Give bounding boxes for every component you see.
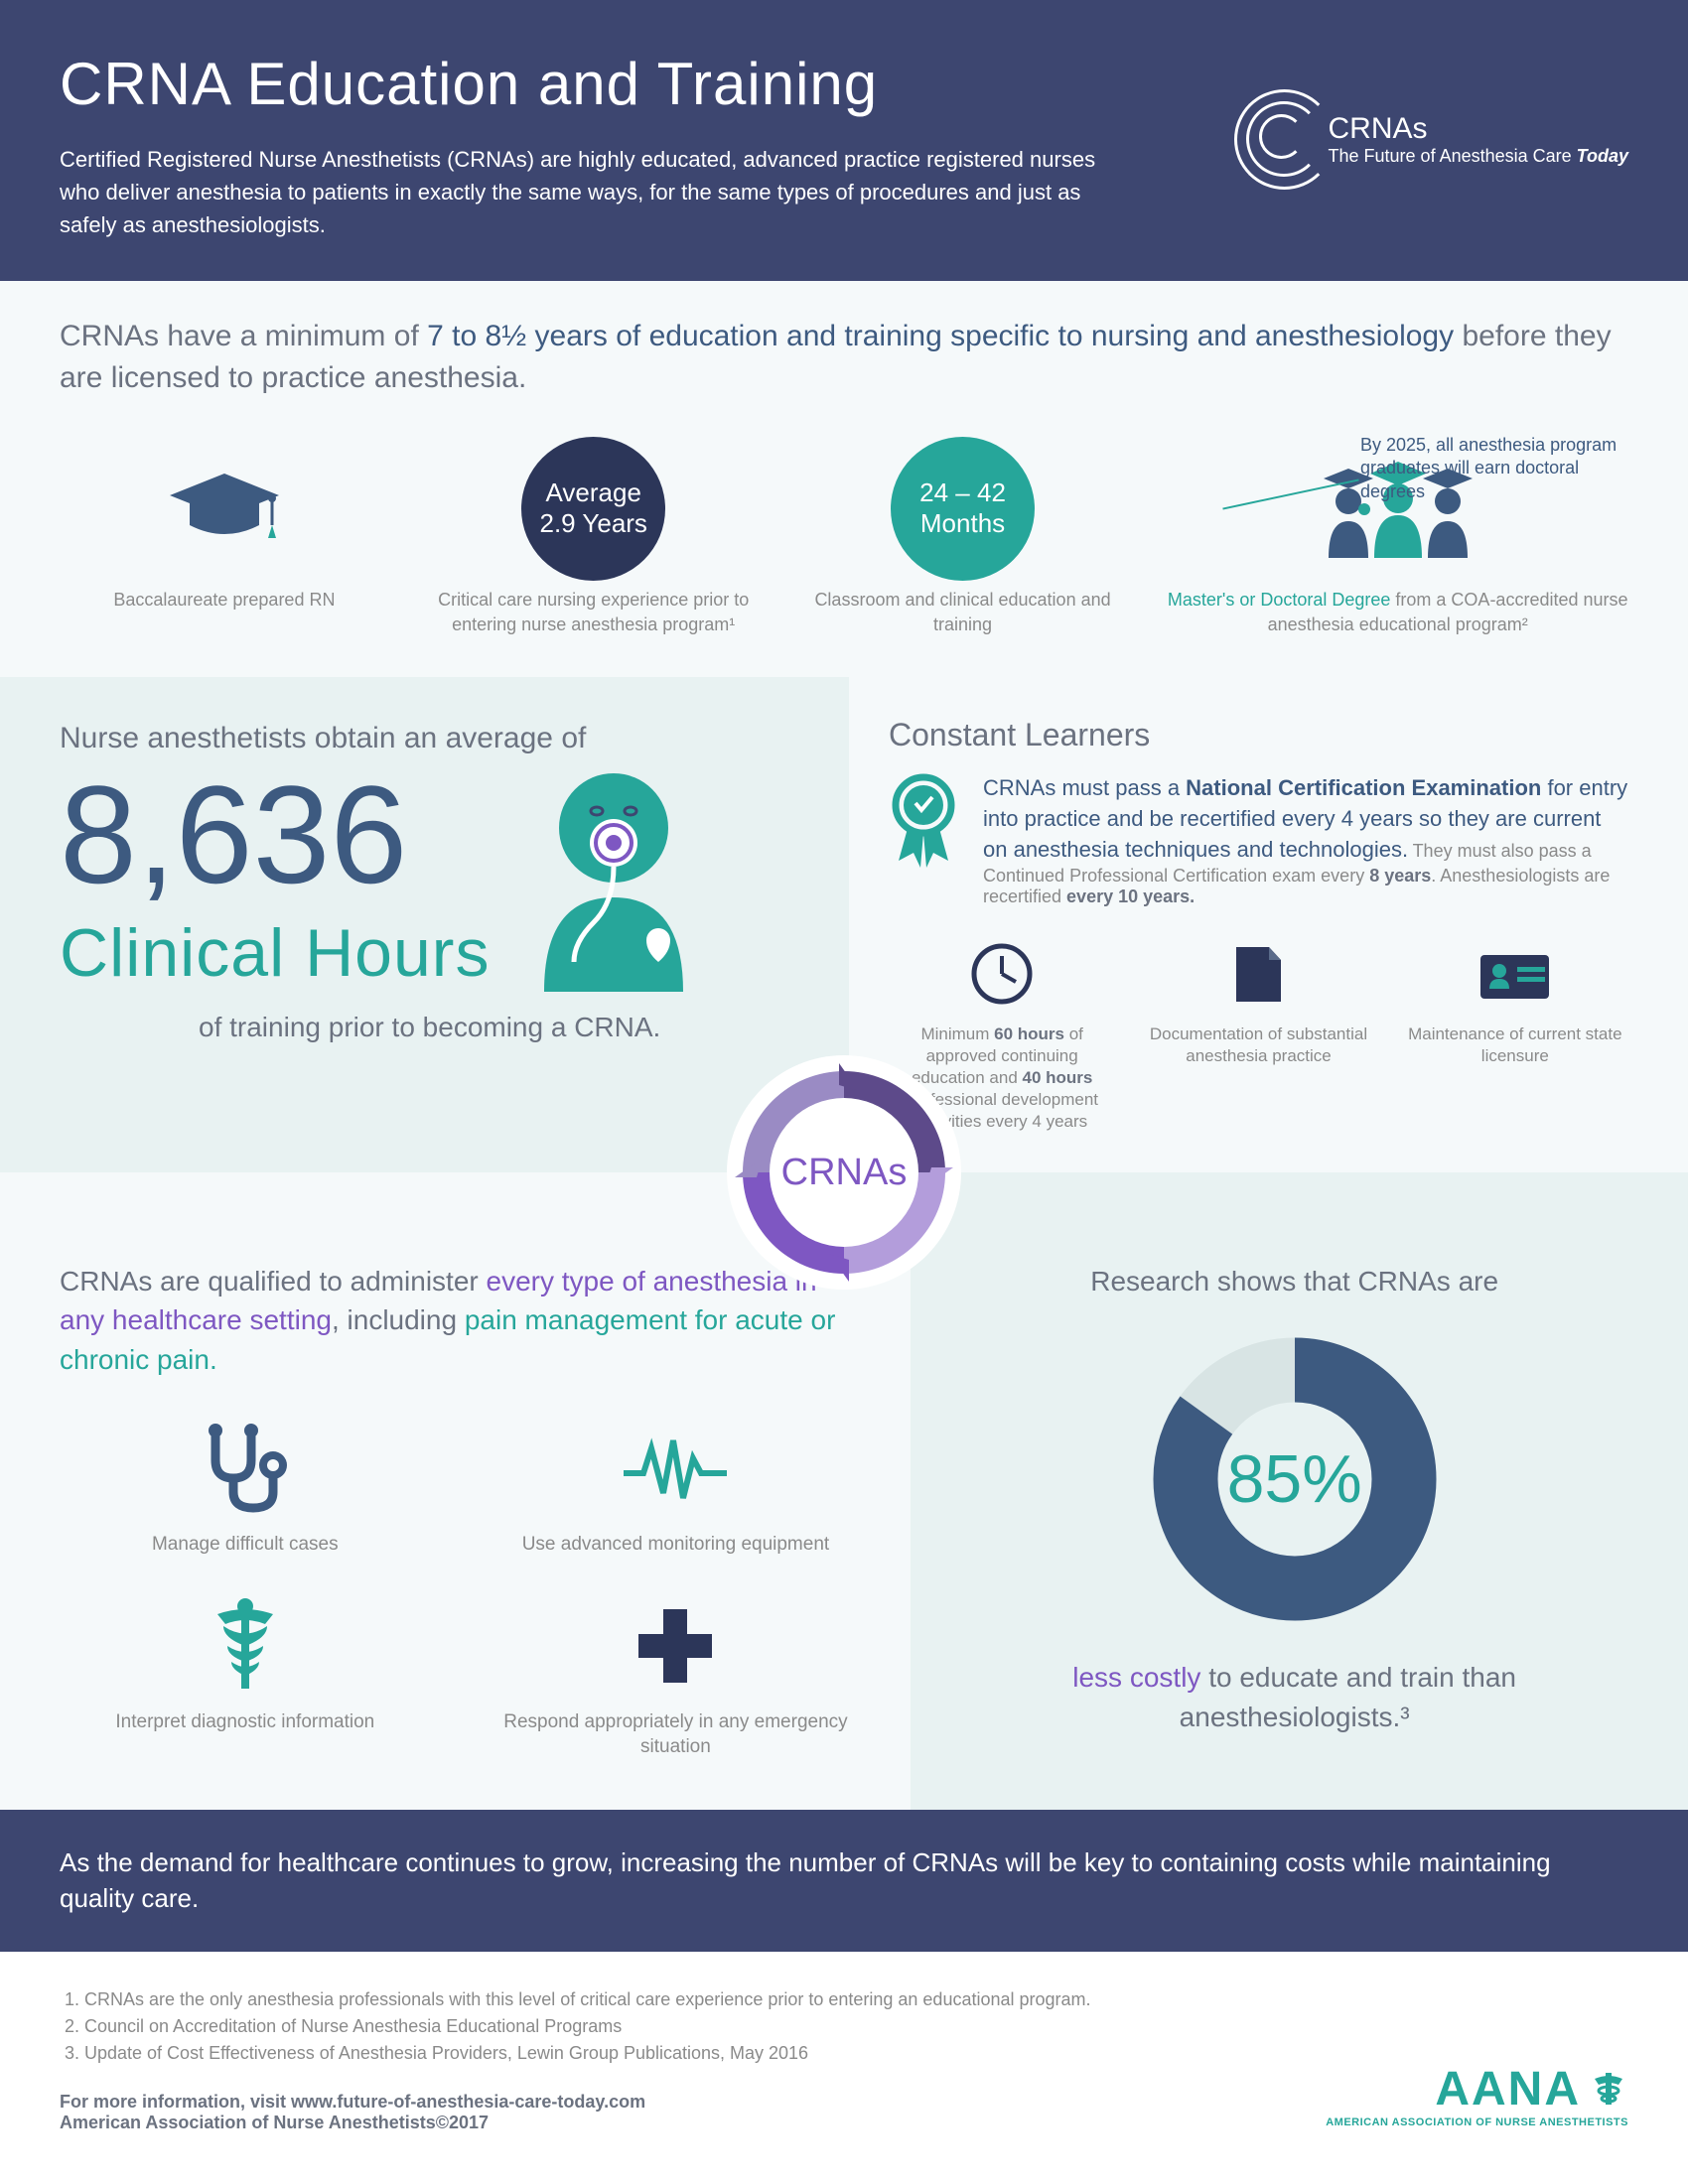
req-item-license: Maintenance of current state licensure [1402, 937, 1628, 1133]
footnote-2: Council on Accreditation of Nurse Anesth… [84, 2013, 1628, 2040]
clock-icon [889, 937, 1115, 1012]
header: CRNA Education and Training Certified Re… [0, 0, 1688, 281]
donut-percent: 85% [1227, 1440, 1362, 1518]
intro-text: CRNAs have a minimum of 7 to 8½ years of… [60, 316, 1628, 399]
id-card-icon [1402, 937, 1628, 1012]
stethoscope-icon [60, 1419, 431, 1518]
research-intro: Research shows that CRNAs are [960, 1262, 1628, 1300]
clinical-outro: of training prior to becoming a CRNA. [60, 1012, 799, 1043]
skill-label: Respond appropriately in any emergency s… [491, 1710, 862, 1759]
skill-label: Use advanced monitoring equipment [491, 1533, 862, 1558]
caduceus-icon [60, 1596, 431, 1696]
ribbon-icon [889, 773, 958, 906]
callout-2025: By 2025, all anesthesia program graduate… [1360, 434, 1618, 503]
skill-item-emergency: Respond appropriately in any emergency s… [491, 1596, 862, 1759]
aana-logo: AANA AMERICAN ASSOCIATION OF NURSE ANEST… [1326, 2062, 1628, 2128]
footnote-1: CRNAs are the only anesthesia profession… [84, 1986, 1628, 2013]
heartbeat-icon [491, 1419, 862, 1518]
learners-panel: Constant Learners CRNAs must pass a Nati… [849, 677, 1688, 1172]
pathway-label: Critical care nursing experience prior t… [429, 588, 759, 637]
research-outro: less costly to educate and train than an… [960, 1658, 1628, 1735]
clinical-intro: Nurse anesthetists obtain an average of [60, 722, 799, 755]
pathway-label: Classroom and clinical education and tra… [798, 588, 1128, 637]
grad-cap-icon [60, 444, 389, 573]
req-label: Maintenance of current state licensure [1402, 1024, 1628, 1067]
ring-label: CRNAs [770, 1098, 918, 1247]
pathway-label: Master's or Doctoral Degree from a COA-a… [1167, 588, 1628, 637]
footnotes: CRNAs are the only anesthesia profession… [0, 1952, 1688, 2168]
pathway-item-classroom: 24 – 42 Months Classroom and clinical ed… [798, 444, 1128, 637]
logo-main: CRNAs [1329, 112, 1628, 146]
pathway-label: Baccalaureate prepared RN [60, 588, 389, 613]
logo-sub: The Future of Anesthesia Care Today [1329, 146, 1628, 167]
footer-bar: As the demand for healthcare continues t… [0, 1810, 1688, 1952]
skill-item-diagnostic: Interpret diagnostic information [60, 1596, 431, 1759]
clinical-number: 8,636 [60, 765, 490, 904]
aana-caduceus-icon [1589, 2069, 1628, 2109]
req-item-doc: Documentation of substantial anesthesia … [1145, 937, 1371, 1133]
circle-stat-navy: Average2.9 Years [429, 444, 759, 573]
patient-icon [519, 763, 708, 992]
clinical-label: Clinical Hours [60, 914, 490, 992]
circle-stat-teal: 24 – 42 Months [798, 444, 1128, 573]
pathway-item-baccalaureate: Baccalaureate prepared RN [60, 444, 389, 613]
skill-item-monitoring: Use advanced monitoring equipment [491, 1419, 862, 1558]
research-panel: Research shows that CRNAs are 85% less c… [911, 1172, 1688, 1810]
plus-icon [491, 1596, 862, 1696]
pathway-item-experience: Average2.9 Years Critical care nursing e… [429, 444, 759, 637]
skill-label: Manage difficult cases [60, 1533, 431, 1558]
pathway-section: Baccalaureate prepared RN Average2.9 Yea… [0, 424, 1688, 677]
skill-label: Interpret diagnostic information [60, 1710, 431, 1735]
crna-logo: CRNAs The Future of Anesthesia Care Toda… [1234, 89, 1628, 189]
document-icon [1145, 937, 1371, 1012]
donut-chart: 85% [1146, 1330, 1444, 1628]
learners-title: Constant Learners [889, 717, 1628, 753]
header-subtitle: Certified Registered Nurse Anesthetists … [60, 143, 1102, 241]
callout-dot [1358, 503, 1370, 515]
skill-item-cases: Manage difficult cases [60, 1419, 431, 1558]
req-label: Documentation of substantial anesthesia … [1145, 1024, 1371, 1067]
intro-section: CRNAs have a minimum of 7 to 8½ years of… [0, 281, 1688, 424]
